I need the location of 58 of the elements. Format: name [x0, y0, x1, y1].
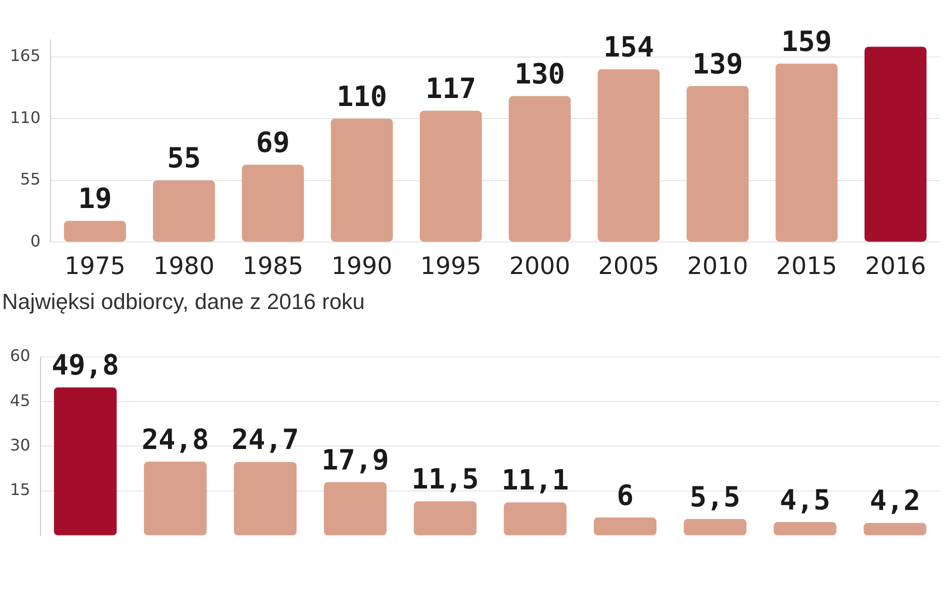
bar	[54, 387, 117, 536]
x-tick-label: 2010	[687, 252, 748, 280]
x-tick-label: 1995	[420, 252, 482, 280]
bar	[324, 482, 387, 536]
bar	[864, 46, 927, 242]
y-tick-label: 60	[10, 346, 30, 366]
y-tick-label: 110	[10, 108, 41, 127]
bar	[776, 64, 838, 242]
x-tick-label: 1980	[153, 252, 214, 280]
data-label: 4,2	[870, 484, 920, 518]
data-label: 130	[514, 57, 566, 90]
data-label: 4,5	[780, 483, 830, 516]
bar	[330, 118, 393, 242]
data-label: 139	[692, 47, 743, 80]
y-tick-label: 30	[10, 435, 30, 454]
x-tick-label: 2005	[598, 252, 660, 280]
data-label: 11,1	[501, 464, 569, 497]
x-tick-label: 2015	[776, 252, 838, 280]
bar	[420, 110, 482, 242]
data-label: 49,8	[52, 348, 120, 382]
bar	[508, 96, 571, 242]
data-label: 24,7	[232, 423, 299, 456]
x-tick-label: 1990	[331, 252, 392, 280]
bar	[686, 86, 749, 242]
data-label: 19	[78, 182, 112, 216]
y-tick-label: 0	[30, 231, 41, 250]
bar	[504, 502, 567, 536]
bar	[234, 462, 297, 536]
y-tick-label: 15	[10, 480, 30, 499]
y-tick-label: 45	[10, 390, 30, 410]
data-label: 69	[256, 126, 290, 159]
data-label: 159	[781, 24, 832, 58]
data-label: 55	[167, 142, 201, 175]
y-tick-label: 165	[10, 46, 41, 66]
x-tick-label: 1975	[64, 252, 126, 280]
x-tick-label: 2016	[864, 252, 926, 280]
bar	[684, 519, 746, 536]
bar	[414, 501, 477, 536]
data-label: 5,5	[690, 480, 740, 514]
data-label: 154	[603, 30, 654, 64]
bar	[242, 164, 304, 242]
y-tick-label: 55	[20, 170, 41, 189]
data-label: 117	[426, 72, 476, 106]
chart-title: Najwięksi odbiorcy, dane z 2016 roku	[1, 288, 366, 316]
bar	[774, 522, 836, 536]
x-tick-label: 2000	[509, 252, 570, 280]
bar	[594, 518, 656, 536]
data-label: 17,9	[322, 443, 389, 476]
x-tick-label: 1985	[242, 252, 304, 280]
data-label: 6	[616, 478, 634, 512]
bar	[64, 220, 126, 242]
bar	[864, 522, 926, 536]
bar	[144, 462, 207, 536]
data-label: 24,8	[142, 422, 210, 456]
bar	[152, 180, 215, 242]
bar	[598, 69, 660, 242]
data-label: 11,5	[411, 462, 479, 496]
data-label: 110	[336, 80, 388, 113]
